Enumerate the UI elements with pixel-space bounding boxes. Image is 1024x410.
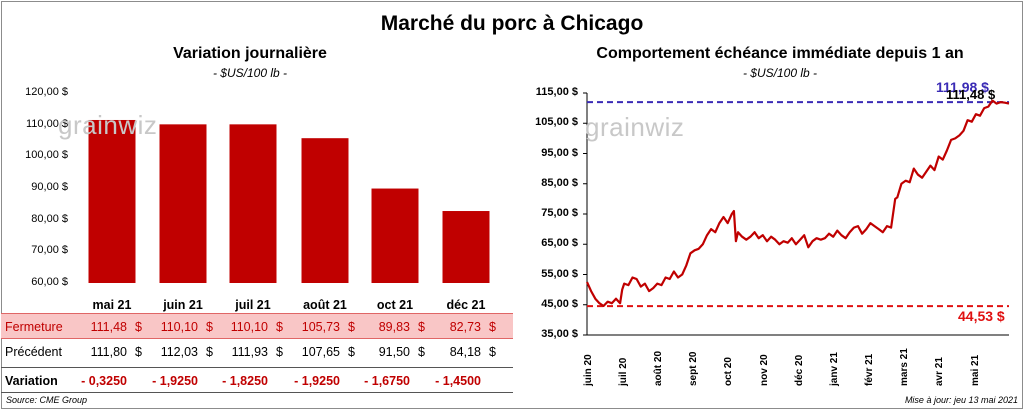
main-title: Marché du porc à Chicago [380, 12, 644, 35]
bar-juil-21 [229, 124, 277, 283]
bar-category-label: mai 21 [92, 298, 132, 312]
bar-category-label: août 21 [303, 298, 347, 312]
bar-chart-title: Variation journalière [173, 45, 327, 62]
fermeture-currency: $ [206, 320, 213, 334]
line-x-tick: déc 20 [793, 354, 805, 386]
bar-chart [88, 119, 490, 283]
line-y-tick: 75,00 $ [541, 207, 578, 219]
low-ref-label: 44,53 $ [958, 308, 1005, 324]
fermeture-currency: $ [135, 320, 142, 334]
precedent-value: 112,03 [160, 345, 198, 359]
line-y-tick: 65,00 $ [541, 237, 578, 250]
line-x-tick: juin 20 [582, 354, 594, 386]
fermeture-currency: $ [489, 320, 496, 334]
bar-y-tick: 100,00 $ [25, 149, 68, 162]
row-fermeture: Fermeture 111,48 $110,10 $110,10 $105,73 $89… [1, 313, 513, 339]
precedent-currency: $ [135, 345, 142, 359]
last-value-label: 111,48 $ [946, 87, 996, 102]
precedent-value: 111,80 [90, 345, 127, 359]
bar-chart-unit: - $US/100 lb - [212, 66, 288, 80]
line-x-tick: août 20 [653, 350, 665, 386]
precedent-currency: $ [489, 345, 496, 359]
line-x-tick: nov 20 [758, 354, 770, 386]
row-variation: Variation - 0,3250 - 1,9250 - 1,8250 - 1,92… [1, 367, 513, 393]
bar-juin-21 [159, 124, 207, 283]
watermark-right: grainwiz [585, 112, 685, 142]
line-y-tick: 55,00 $ [541, 267, 578, 280]
bar-category-label: juin 21 [163, 298, 203, 312]
precedent-currency: $ [418, 345, 425, 359]
fermeture-value: 110,10 [230, 320, 268, 334]
variation-value: - 1,8250 [222, 374, 268, 388]
variation-value: - 1,9250 [294, 374, 340, 388]
precedent-label: Précédent [5, 345, 62, 359]
line-x-tick: mai 21 [969, 354, 981, 386]
precedent-currency: $ [206, 345, 213, 359]
line-y-tick: 85,00 $ [541, 176, 578, 189]
bar-y-tick: 110,00 $ [25, 117, 68, 130]
fermeture-currency: $ [418, 320, 425, 334]
bar-y-tick: 90,00 $ [31, 181, 68, 193]
precedent-value: 111,93 [231, 345, 268, 359]
precedent-value: 91,50 [378, 345, 410, 359]
bar-déc-21 [442, 211, 490, 283]
bar-y-tick: 120,00 $ [25, 86, 68, 98]
bar-category-label: juil 21 [235, 298, 271, 312]
line-x-tick: oct 20 [723, 357, 735, 386]
line-x-tick: avr 21 [934, 357, 946, 386]
variation-value: - 1,4500 [435, 374, 481, 388]
source-note: Source: CME Group [6, 395, 88, 405]
line-y-tick: 35,00 $ [541, 328, 578, 340]
line-x-tick: mars 21 [899, 348, 911, 386]
bar-mai-21 [88, 119, 136, 283]
variation-value: - 1,6750 [364, 374, 410, 388]
line-chart-unit: - $US/100 lb - [742, 66, 818, 80]
fermeture-value: 110,10 [160, 320, 198, 334]
price-series-line [585, 99, 1010, 308]
variation-value: - 1,9250 [152, 374, 198, 388]
fermeture-value: 105,73 [301, 320, 340, 334]
line-y-tick: 95,00 $ [541, 146, 578, 159]
precedent-currency: $ [348, 345, 355, 359]
update-note: Mise à jour: jeu 13 mai 2021 [904, 395, 1018, 405]
fermeture-value: 89,83 [378, 320, 410, 334]
fermeture-value: 111,48 [90, 320, 127, 334]
precedent-value: 84,18 [449, 345, 481, 359]
watermark-left: grainwiz [58, 110, 158, 140]
fermeture-value: 82,73 [449, 320, 481, 334]
line-x-tick: févr 21 [864, 353, 876, 386]
row-precedent: Précédent 111,80 $112,03 $111,93 $107,65 $91… [1, 339, 513, 365]
line-y-tick: 105,00 $ [535, 116, 578, 129]
bar-y-tick: 70,00 $ [31, 244, 68, 257]
bar-category-label: déc 21 [446, 298, 486, 312]
line-y-tick: 45,00 $ [541, 297, 578, 310]
fermeture-currency: $ [276, 320, 283, 334]
bar-y-tick: 60,00 $ [31, 276, 68, 288]
precedent-value: 107,65 [301, 345, 340, 359]
variation-label: Variation [5, 374, 58, 388]
line-chart-title: Comportement échéance immédiate depuis 1… [596, 45, 964, 62]
bar-category-label: oct 21 [376, 298, 414, 312]
fermeture-label: Fermeture [5, 320, 63, 334]
precedent-currency: $ [276, 345, 283, 359]
line-x-tick: juil 20 [617, 357, 629, 386]
high-ref-label: 111,98 $ [936, 79, 989, 95]
bar-août-21 [301, 138, 349, 283]
bar-y-tick: 80,00 $ [31, 212, 68, 225]
line-x-tick: sept 20 [688, 351, 700, 386]
line-x-tick: janv 21 [828, 352, 840, 386]
line-y-tick: 115,00 $ [535, 86, 578, 98]
fermeture-currency: $ [348, 320, 355, 334]
variation-value: - 0,3250 [81, 374, 127, 388]
bar-oct-21 [371, 188, 419, 283]
